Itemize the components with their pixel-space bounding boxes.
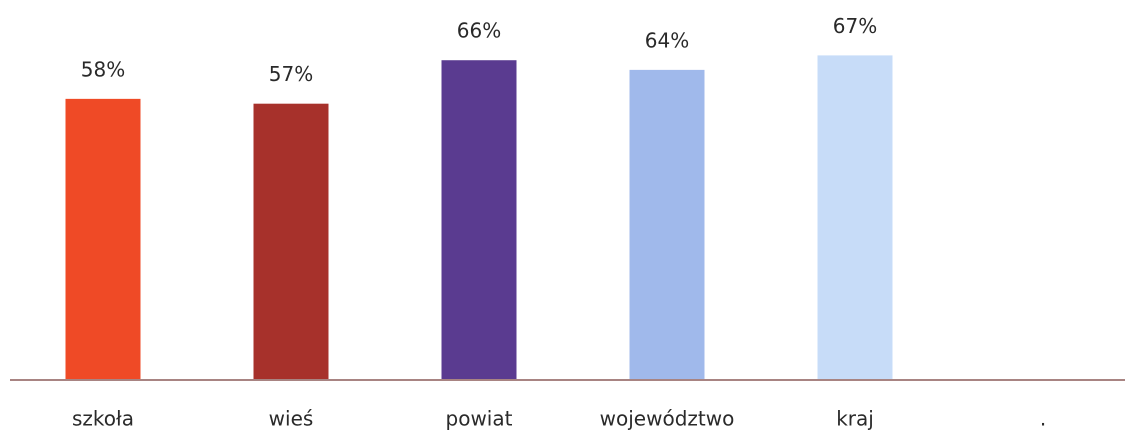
bar (65, 98, 141, 380)
bar (441, 60, 517, 379)
value-label: 67% (833, 14, 877, 38)
value-label: 57% (269, 62, 313, 86)
x-tick-label: wieś (269, 407, 314, 431)
x-tick-label: szkoła (72, 407, 134, 431)
x-tick-label: . (1040, 407, 1046, 431)
x-tick-label: powiat (446, 407, 513, 431)
x-tick-label: kraj (836, 407, 874, 431)
x-tick-label: województwo (600, 407, 735, 431)
value-label: 64% (645, 28, 689, 52)
bar (817, 55, 893, 379)
bar (253, 103, 329, 379)
value-label: 58% (81, 57, 125, 81)
value-label: 66% (457, 19, 501, 43)
bar (629, 69, 705, 379)
